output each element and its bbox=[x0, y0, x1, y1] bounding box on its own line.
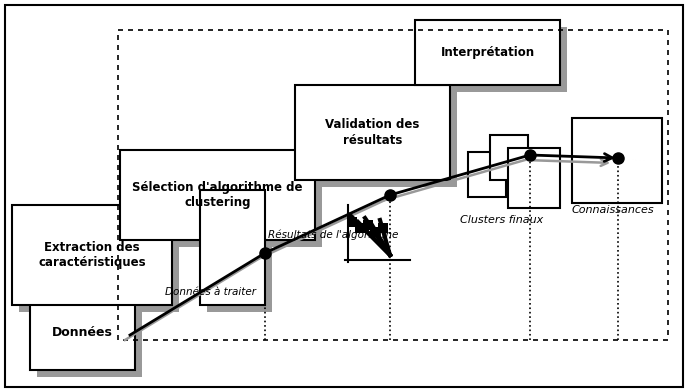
Bar bbox=[572, 118, 662, 203]
Text: Extraction des
caractéristiques: Extraction des caractéristiques bbox=[39, 241, 146, 269]
Bar bbox=[207, 197, 272, 312]
Bar bbox=[468, 152, 506, 197]
Bar bbox=[355, 223, 365, 233]
Bar bbox=[37, 302, 142, 377]
Bar bbox=[295, 85, 450, 180]
Bar bbox=[19, 212, 179, 312]
Bar bbox=[12, 205, 172, 305]
Bar bbox=[30, 295, 135, 370]
Bar bbox=[200, 190, 265, 305]
Text: Connaissances: Connaissances bbox=[572, 205, 654, 215]
Text: Interprétation: Interprétation bbox=[440, 46, 535, 59]
Bar bbox=[378, 223, 388, 233]
Bar bbox=[415, 20, 560, 85]
Bar bbox=[302, 92, 457, 187]
Text: Données: Données bbox=[52, 326, 113, 339]
Text: Validation des
résultats: Validation des résultats bbox=[325, 118, 420, 147]
Bar bbox=[370, 227, 380, 237]
Bar bbox=[422, 27, 567, 92]
Bar bbox=[347, 217, 357, 227]
Bar bbox=[120, 150, 315, 240]
Bar bbox=[508, 148, 560, 208]
Bar bbox=[118, 30, 668, 340]
Bar bbox=[363, 220, 373, 230]
Bar bbox=[127, 157, 322, 247]
Bar bbox=[490, 135, 528, 180]
Text: Sélection d'algorithme de
clustering: Sélection d'algorithme de clustering bbox=[132, 181, 303, 209]
Text: Données à traiter: Données à traiter bbox=[165, 287, 256, 297]
Text: Résultats de l'algorithme: Résultats de l'algorithme bbox=[268, 230, 398, 240]
Text: Clusters finaux: Clusters finaux bbox=[460, 215, 544, 225]
